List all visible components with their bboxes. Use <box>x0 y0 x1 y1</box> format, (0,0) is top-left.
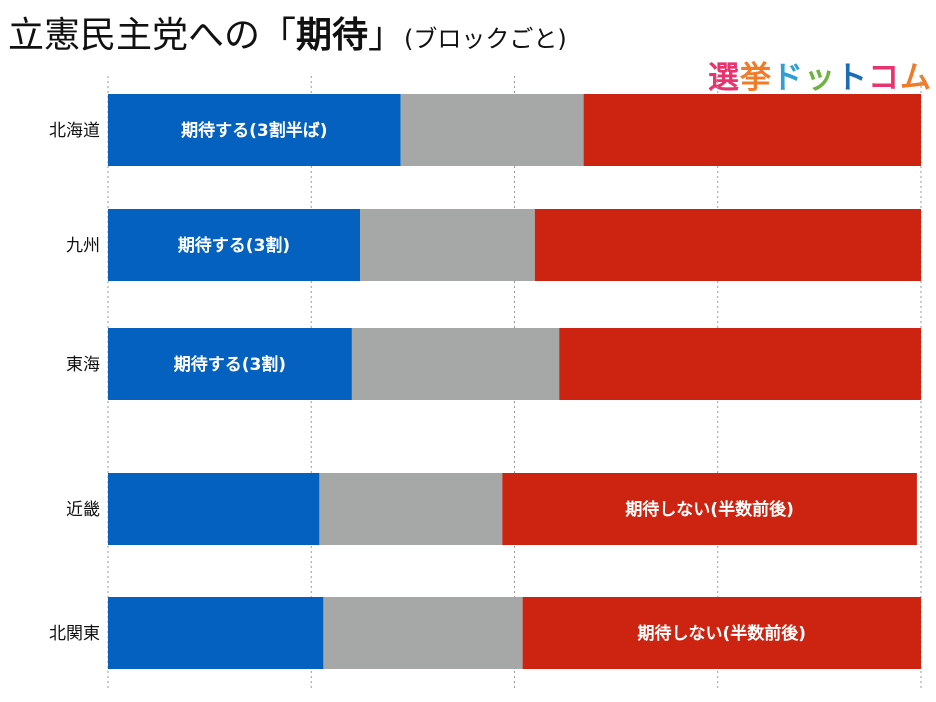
bar-segment <box>351 328 560 400</box>
bar-segment <box>534 209 921 281</box>
bar-segment <box>559 328 921 400</box>
category-label: 九州 <box>66 236 100 256</box>
bar-segment <box>400 94 584 166</box>
logo-char: 挙 <box>740 60 772 96</box>
bar-segment <box>502 473 917 545</box>
senkyo-dotcom-logo: 選挙ドットコム <box>708 52 932 97</box>
bar-segment <box>583 94 921 166</box>
logo-char: 選 <box>708 60 740 96</box>
logo-char: ト <box>836 60 868 96</box>
bar-segment <box>323 597 523 669</box>
category-label: 東海 <box>66 355 100 375</box>
chart-title: 立憲民主党への「期待」(ブロックごと) <box>8 6 567 58</box>
chart-subtitle: (ブロックごと) <box>404 25 567 53</box>
category-label: 北関東 <box>49 624 100 644</box>
bar-segment <box>522 597 921 669</box>
bar-segment <box>108 209 360 281</box>
bar-segment <box>360 209 535 281</box>
bar-segment <box>108 597 324 669</box>
bar-annotation: 期待する(3割半ば) <box>181 120 327 141</box>
logo-char: ド <box>772 60 804 96</box>
bar-segment <box>108 328 352 400</box>
bar-segment <box>108 94 401 166</box>
bar-annotation: 期待する(3割) <box>178 235 290 256</box>
bar-annotation: 期待しない(半数前後) <box>625 499 794 520</box>
title-main: 立憲民主党への「 <box>8 15 297 56</box>
title-close: 」 <box>368 15 405 56</box>
title-emphasis: 期待 <box>296 15 369 56</box>
category-label: 近畿 <box>66 500 100 520</box>
bar-annotation: 期待する(3割) <box>174 354 286 375</box>
bar-segment <box>108 473 320 545</box>
category-label: 北海道 <box>49 121 100 141</box>
logo-char: コ <box>868 60 900 96</box>
bar-segment <box>319 473 503 545</box>
logo-char: ム <box>900 60 932 96</box>
logo-char: ッ <box>804 60 836 96</box>
bar-annotation: 期待しない(半数前後) <box>638 623 807 644</box>
